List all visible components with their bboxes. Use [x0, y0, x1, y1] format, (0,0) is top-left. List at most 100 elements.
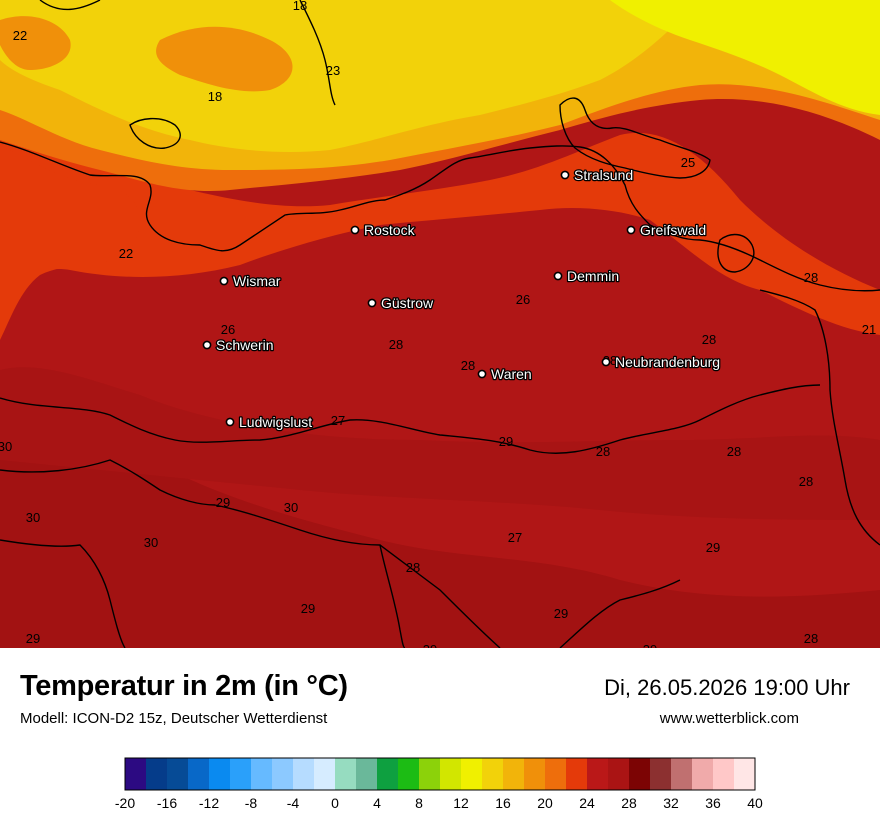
- legend-tick-label: 8: [415, 795, 423, 811]
- legend-swatch: [692, 758, 714, 790]
- city-label: Neubrandenburg: [615, 354, 720, 370]
- temperature-value: 29: [301, 601, 315, 616]
- city-label: Ludwigslust: [239, 414, 312, 430]
- zone-22-north2: [0, 16, 71, 71]
- temperature-value: 22: [13, 28, 27, 43]
- city-ludwigslust[interactable]: Ludwigslust: [225, 413, 314, 431]
- temperature-value: 28: [804, 631, 818, 646]
- temperature-value: 28: [406, 560, 420, 575]
- city-label: Demmin: [567, 268, 619, 284]
- legend-swatch: [671, 758, 693, 790]
- legend-swatch: [251, 758, 273, 790]
- forecast-datetime: Di, 26.05.2026 19:00 Uhr: [604, 675, 850, 700]
- legend-ticks: -20 -16 -12 -8 -4 0 4 8 12 16 20 24 28 32 36 40: [115, 795, 763, 811]
- legend-swatch: [167, 758, 189, 790]
- city-schwerin[interactable]: Schwerin: [202, 336, 275, 354]
- legend-swatch: [482, 758, 504, 790]
- legend-swatch: [293, 758, 315, 790]
- temperature-value: 25: [681, 155, 695, 170]
- legend-tick-label: 12: [453, 795, 469, 811]
- legend-swatch: [734, 758, 756, 790]
- temperature-value: 26: [221, 322, 235, 337]
- legend-swatch: [146, 758, 168, 790]
- legend-swatch: [335, 758, 357, 790]
- temperature-value: 29: [706, 540, 720, 555]
- temperature-value: 30: [0, 439, 12, 454]
- temperature-value: 28: [727, 444, 741, 459]
- legend-tick-label: 32: [663, 795, 679, 811]
- model-info: Modell: ICON-D2 15z, Deutscher Wetterdie…: [20, 710, 328, 727]
- legend-tick-label: 24: [579, 795, 595, 811]
- city-label: Wismar: [233, 273, 281, 289]
- legend-swatch: [629, 758, 651, 790]
- city-marker-icon: [477, 369, 487, 379]
- legend-tick-label: -16: [157, 795, 177, 811]
- city-demmin[interactable]: Demmin: [553, 267, 620, 285]
- city-rostock[interactable]: Rostock: [350, 221, 417, 239]
- legend-frame: [124, 757, 756, 791]
- legend-swatch: [356, 758, 378, 790]
- coastline: [0, 0, 880, 648]
- temperature-value: 18: [208, 89, 222, 104]
- city-marker-icon: [219, 276, 229, 286]
- city-marker-icon: [367, 298, 377, 308]
- legend-tick-label: 4: [373, 795, 381, 811]
- legend-swatch: [608, 758, 630, 790]
- city-marker-icon: [350, 225, 360, 235]
- city-label: Güstrow: [381, 295, 434, 311]
- city-marker-icon: [225, 417, 235, 427]
- legend-tick-label: -12: [199, 795, 219, 811]
- legend-tick-label: 16: [495, 795, 511, 811]
- city-marker-icon: [202, 340, 212, 350]
- legend-swatch: [650, 758, 672, 790]
- legend-tick-label: 40: [747, 795, 763, 811]
- temperature-map[interactable]: 22 18 23 18 25 22 28 26 21 26 28 28 28 28 27 29 30 28 28 28…: [0, 0, 880, 648]
- zone-29: [0, 367, 880, 520]
- legend-swatch: [440, 758, 462, 790]
- temperature-value: 21: [862, 322, 876, 337]
- city-marker-icon: [601, 357, 611, 367]
- city-waren[interactable]: Waren: [477, 365, 533, 383]
- city-stralsund[interactable]: Stralsund: [560, 166, 634, 184]
- temperature-value: 29: [216, 495, 230, 510]
- legend-swatches: [125, 758, 756, 790]
- city-wismar[interactable]: Wismar: [219, 272, 282, 290]
- zone-16: [610, 0, 880, 115]
- temperature-value: 30: [144, 535, 158, 550]
- temperature-value: 27: [508, 530, 522, 545]
- temperature-value: 28: [799, 474, 813, 489]
- legend-swatch: [230, 758, 252, 790]
- website-link[interactable]: www.wetterblick.com: [659, 710, 799, 727]
- temperature-value: 29: [643, 642, 657, 648]
- legend-tick-label: 36: [705, 795, 721, 811]
- legend-tick-label: -4: [287, 795, 300, 811]
- city-güstrow[interactable]: Güstrow: [367, 294, 435, 312]
- legend-swatch: [209, 758, 231, 790]
- color-legend: -20 -16 -12 -8 -4 0 4 8 12 16 20 24 28 32 36 40: [115, 757, 763, 811]
- temperature-value: 29: [423, 642, 437, 648]
- city-label: Schwerin: [216, 337, 274, 353]
- legend-swatch: [314, 758, 336, 790]
- map-title: Temperatur in 2m (in °C): [20, 670, 348, 702]
- temperature-value: 30: [284, 500, 298, 515]
- legend-swatch: [524, 758, 546, 790]
- city-marker-icon: [626, 225, 636, 235]
- temperature-value: 22: [119, 246, 133, 261]
- legend-swatch: [545, 758, 567, 790]
- temperature-value: 29: [554, 606, 568, 621]
- legend-swatch: [377, 758, 399, 790]
- temperature-value: 18: [293, 0, 307, 13]
- temperature-value: 23: [326, 63, 340, 78]
- legend-swatch: [713, 758, 735, 790]
- city-neubrandenburg[interactable]: Neubrandenburg: [601, 353, 721, 371]
- temperature-value: 28: [389, 337, 403, 352]
- temperature-value: 28: [804, 270, 818, 285]
- legend-swatch: [419, 758, 441, 790]
- value-labels: 22 18 23 18 25 22 28 26 21 26 28 28 28 28 27 29 30 28 28 28…: [0, 0, 876, 648]
- legend-swatch: [188, 758, 210, 790]
- legend-tick-label: -20: [115, 795, 135, 811]
- city-label: Stralsund: [574, 167, 633, 183]
- city-greifswald[interactable]: Greifswald: [626, 221, 707, 239]
- zone-22-north: [156, 26, 293, 92]
- temperature-value: 29: [26, 631, 40, 646]
